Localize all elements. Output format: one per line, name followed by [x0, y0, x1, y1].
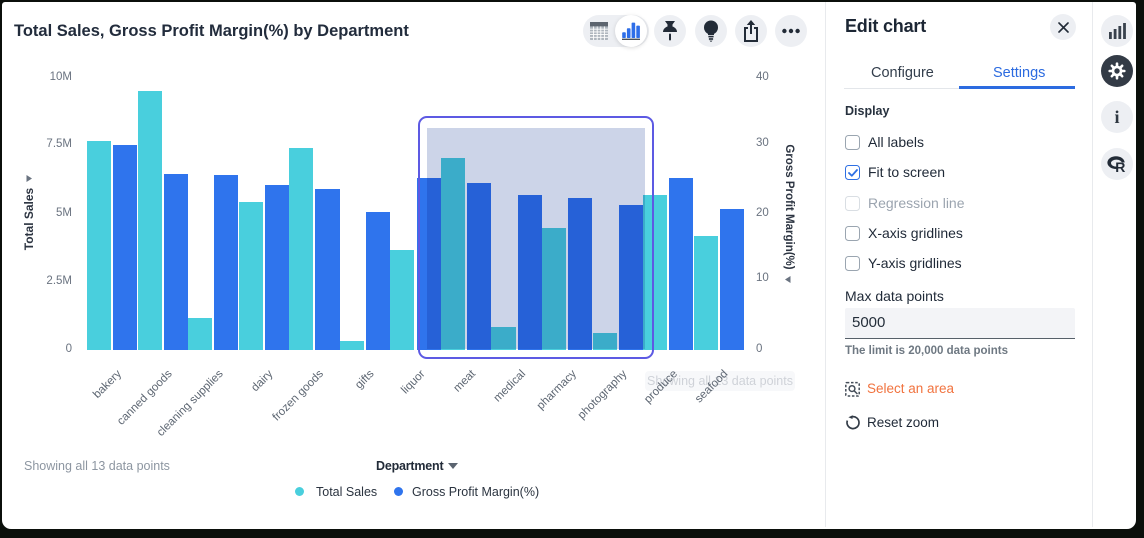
svg-text:R: R — [1115, 159, 1125, 174]
